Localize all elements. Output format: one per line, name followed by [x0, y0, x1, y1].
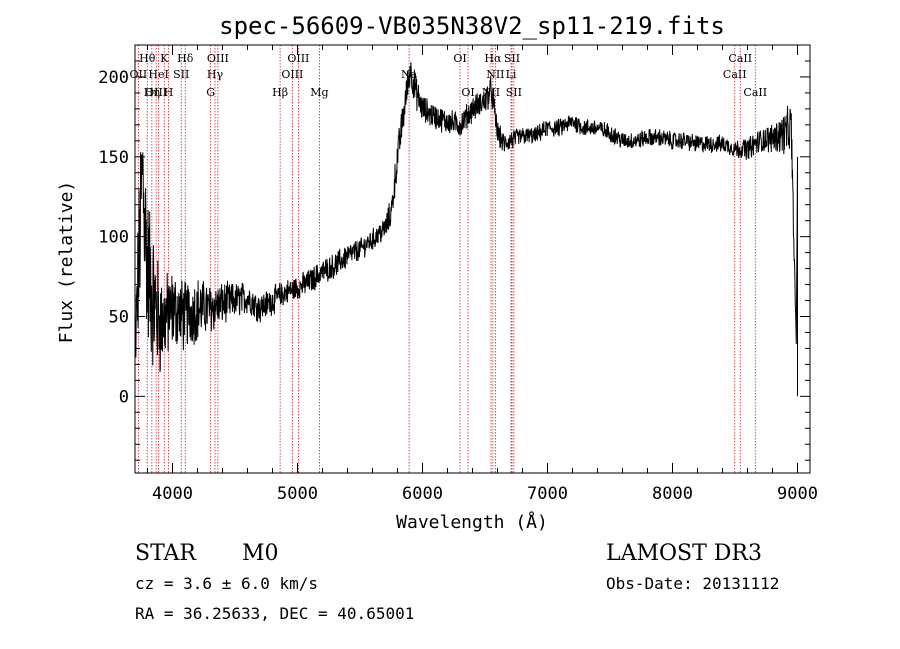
line-label: K	[160, 52, 169, 65]
line-markers	[137, 45, 756, 473]
x-tick-label: 9000	[777, 484, 818, 504]
line-label: NII	[486, 68, 504, 81]
survey-name: LAMOST DR3	[606, 541, 762, 566]
x-tick-label: 7000	[527, 484, 568, 504]
y-tick-label: 0	[119, 387, 129, 407]
chart-title: spec-56609-VB035N38V2_sp11-219.fits	[219, 12, 725, 40]
line-label: Hθ	[139, 52, 156, 65]
y-tick-label: 100	[98, 228, 129, 248]
line-label: OIII	[207, 52, 229, 65]
x-tick-label: 5000	[277, 484, 318, 504]
line-label: G	[206, 86, 215, 99]
line-label: OI	[453, 52, 466, 65]
line-label: OI	[461, 86, 474, 99]
y-tick-label: 150	[98, 148, 129, 168]
line-label: CaII	[743, 86, 767, 99]
x-axis-ticks: 4000 5000 6000 7000 8000 9000	[147, 45, 818, 504]
line-label: OIII	[281, 68, 303, 81]
line-label: Hη	[144, 86, 160, 99]
y-axis-ticks: 0 50 100 150 200	[98, 44, 810, 461]
line-label: SII	[506, 86, 522, 99]
line-label: HeI	[148, 68, 168, 81]
x-tick-label: 6000	[402, 484, 443, 504]
x-tick-label: 4000	[152, 484, 193, 504]
line-label: Hγ	[207, 68, 224, 81]
line-label: CaII	[728, 52, 752, 65]
spectrum-line	[134, 62, 798, 397]
line-label: OIII	[287, 52, 309, 65]
line-label: CaII	[723, 68, 747, 81]
coordinates-info: RA = 36.25633, DEC = 40.65001	[135, 604, 414, 623]
object-class: STAR	[135, 541, 197, 566]
line-label: Hα	[484, 52, 502, 65]
y-axis-label: Flux (relative)	[56, 181, 77, 344]
line-label: Hδ	[177, 52, 194, 65]
x-axis-label: Wavelength (Å)	[396, 511, 548, 533]
redshift-info: cz = 3.6 ± 6.0 km/s	[135, 574, 318, 593]
line-label: SII	[504, 52, 520, 65]
x-tick-label: 8000	[652, 484, 693, 504]
y-tick-label: 50	[109, 307, 129, 327]
line-label: OII	[130, 68, 148, 81]
y-tick-label: 200	[98, 68, 129, 88]
line-label: OIII	[145, 86, 167, 99]
line-label: Hβ	[272, 86, 288, 99]
object-subclass: M0	[242, 541, 279, 566]
observation-date: Obs-Date: 20131112	[606, 574, 779, 593]
line-label: SII	[173, 68, 189, 81]
line-label: Li	[506, 68, 517, 81]
line-label: Mg	[310, 86, 328, 99]
line-label: H	[164, 86, 174, 99]
